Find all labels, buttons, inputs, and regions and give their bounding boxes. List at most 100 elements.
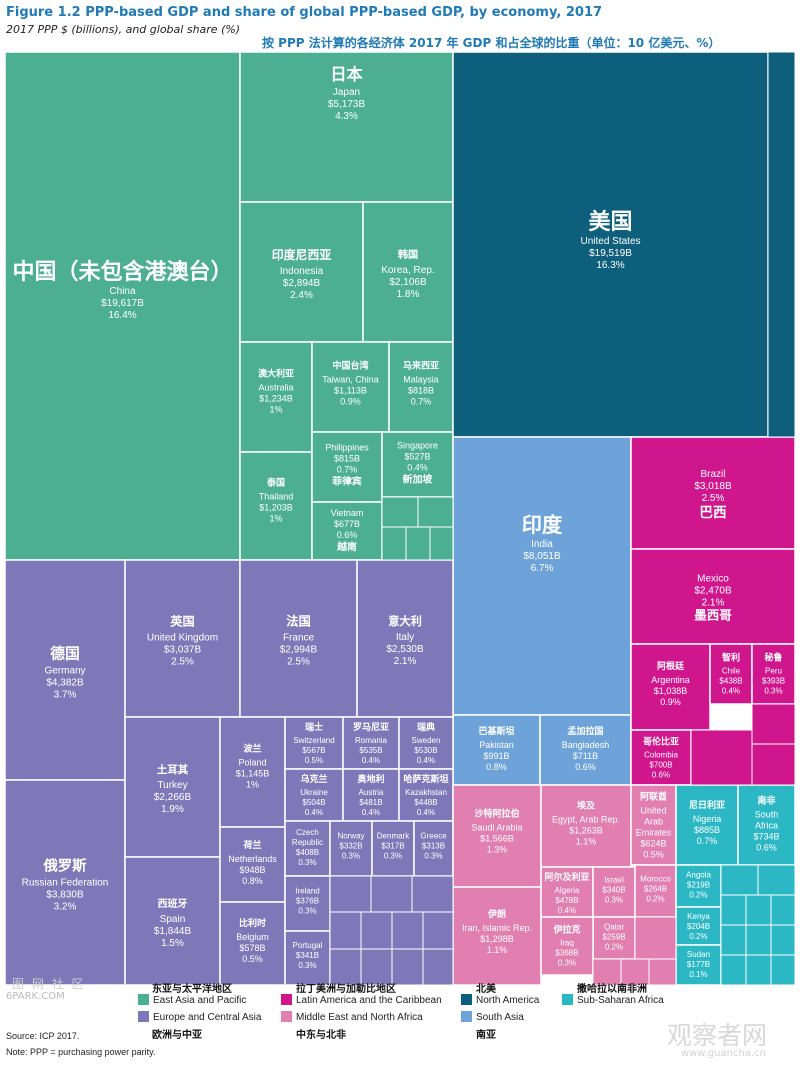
tile-label-en-germany: Germany	[44, 665, 85, 676]
tile-label-share-indonesia: 2.4%	[290, 290, 313, 301]
tile-label-value-qatar: $259B	[602, 933, 625, 942]
tile-label-value-germany: $4,382B	[46, 677, 84, 688]
tile-label-en-thailand: Thailand	[259, 492, 294, 502]
tile-minor-23	[720, 894, 747, 926]
tile-label-cn-india: 印度	[522, 513, 563, 537]
tile-label-share-argentina: 0.9%	[660, 697, 681, 707]
tile-label-value-greece: $313B	[422, 842, 445, 851]
tile-label-en-switzerland: Switzerland	[293, 736, 334, 745]
tile-label-share-japan: 4.3%	[335, 111, 358, 122]
tile-label-en-turkey: Turkey	[157, 780, 187, 791]
tile-label-share-ireland: 0.3%	[298, 907, 316, 916]
tile-label-en-spain: Spain	[160, 914, 186, 925]
tile-label-en-bangladesh: Bangladesh	[562, 740, 610, 750]
tile-label-value-united-kingdom: $3,037B	[164, 645, 202, 656]
tile-rect-angola	[675, 864, 722, 908]
tile-rect-morocco	[634, 864, 677, 918]
tile-label-value-netherlands: $948B	[239, 865, 265, 875]
tile-minor-34	[751, 743, 795, 786]
tile-label-value-india: $8,051B	[523, 551, 561, 562]
tile-label-en-angola: Angola	[686, 871, 711, 880]
tile-label-en-norway: Norway	[337, 832, 364, 841]
tile-label-share-pakistan: 0.8%	[486, 762, 507, 772]
tile-label-value-turkey: $2,266B	[154, 792, 192, 803]
tile-minor-32	[751, 703, 795, 745]
tile-rect-iraq	[540, 916, 594, 976]
tile-label-cn-iran-islamic-rep: 伊朗	[487, 908, 506, 920]
tile-label-cn-netherlands: 荷兰	[242, 839, 261, 851]
tile-label-share-portugal: 0.3%	[298, 961, 316, 970]
tile-label-en-united-states: United States	[580, 236, 640, 247]
tile-label-en-philippines: Philippines	[325, 443, 369, 453]
tile-minor-19	[648, 958, 677, 985]
tile-label-en-japan: Japan	[333, 87, 360, 98]
tile-label-cn-nigeria: 尼日利亚	[689, 799, 725, 811]
tile-rect-israel	[592, 866, 636, 918]
tile-label-value-iran-islamic-rep: $1,298B	[480, 934, 514, 944]
tile-label-value-united-arab-emirates: $624B	[640, 838, 666, 848]
tile-label-cn-taiwan-china: 中国台湾	[332, 360, 368, 372]
tile-label-en-iran-islamic-rep: Iran, Islamic Rep.	[462, 923, 532, 933]
tile-label-share-sweden: 0.4%	[417, 756, 435, 765]
tile-label-cn-china: 中国（未包含港澳台）	[12, 259, 232, 285]
tile-rect-brazil	[630, 436, 795, 550]
tile-label-en-kenya: Kenya	[687, 912, 710, 921]
tile-label-en-denmark: Denmark	[377, 832, 410, 841]
tile-rect-italy	[356, 559, 454, 718]
tile-label-share-united-kingdom: 2.5%	[171, 657, 194, 668]
tile-label-value-france: $2,994B	[280, 645, 318, 656]
tile-label-en-colombia: Colombia	[644, 750, 678, 759]
tile-rect-sweden	[398, 716, 454, 770]
tile-minor-12	[422, 911, 454, 950]
tile-label-value-norway: $332B	[339, 842, 362, 851]
tile-label-cn-united-arab-emirates: 阿联酋	[640, 790, 667, 802]
tile-label-value-algeria: $478B	[555, 896, 578, 905]
tile-label-value-chile: $438B	[719, 676, 742, 685]
tile-minor-1	[417, 496, 454, 528]
tile-label-en-france: France	[283, 633, 315, 644]
tile-label-en-saudi-arabia: Saudi Arabia	[471, 822, 522, 832]
tile-rect-korea-rep	[362, 201, 454, 343]
tile-minor-0	[381, 496, 419, 528]
tile-label-share-iraq: 0.3%	[558, 959, 576, 968]
source-note: Source: ICP 2017.	[6, 1031, 80, 1041]
tile-rect-india	[452, 436, 632, 716]
tile-label-en-united-kingdom: United Kingdom	[147, 633, 218, 644]
tile-label-value-belgium: $578B	[239, 943, 265, 953]
tile-minor-4	[429, 526, 454, 561]
tile-label-en2-czech-republic: Republic	[292, 838, 323, 847]
legend-swatch	[281, 994, 292, 1005]
tile-rect-ireland	[284, 875, 331, 932]
tile-minor-13	[329, 948, 362, 985]
tile-minor-20	[634, 916, 677, 960]
watermark-6park-url: 6PARK.COM	[6, 991, 65, 1002]
tile-label-cn-mexico: 墨西哥	[694, 608, 732, 623]
tile-minor-25	[770, 894, 795, 926]
tile-label-value-mexico: $2,470B	[694, 585, 732, 596]
tile-label-value-sudan: $177B	[687, 960, 710, 969]
tile-label-en3-united-arab-emirates: Emirates	[636, 827, 672, 837]
tile-minor-28	[770, 924, 795, 956]
tile-label-en-brazil: Brazil	[700, 469, 725, 480]
tile-rect-germany	[5, 559, 126, 781]
legend-entry-latam: Latin America and the Caribbean	[281, 994, 442, 1006]
tile-label-value-israel: $340B	[602, 886, 625, 895]
tile-label-value-argentina: $1,038B	[654, 686, 688, 696]
tile-label-share-germany: 3.7%	[54, 689, 77, 700]
tile-label-value-nigeria: $885B	[694, 825, 720, 835]
tile-rect-united-arab-emirates	[630, 784, 677, 866]
tile-label-en-peru: Peru	[765, 666, 782, 675]
